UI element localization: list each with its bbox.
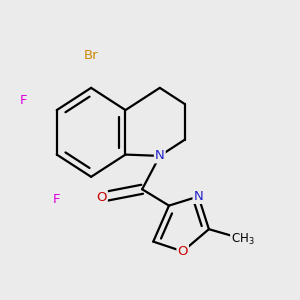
Text: N: N	[155, 149, 165, 162]
Text: O: O	[178, 245, 188, 258]
Text: F: F	[19, 94, 27, 107]
Text: F: F	[53, 193, 61, 206]
Text: CH$_3$: CH$_3$	[231, 231, 255, 247]
Text: N: N	[194, 190, 203, 203]
Text: O: O	[96, 190, 107, 204]
Text: Br: Br	[84, 49, 98, 62]
